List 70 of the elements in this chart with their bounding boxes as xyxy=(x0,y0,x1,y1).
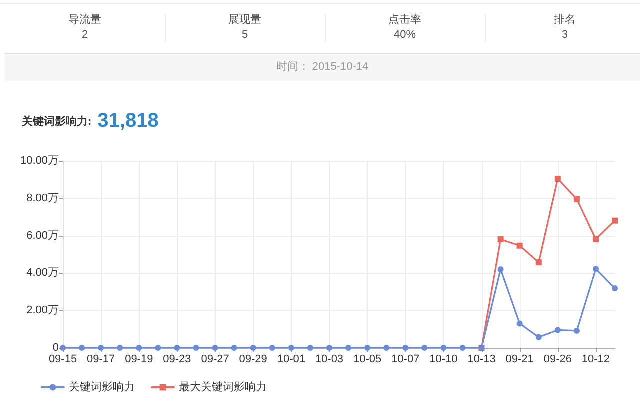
point xyxy=(346,345,352,351)
legend-label: 关键词影响力 xyxy=(69,380,135,394)
point xyxy=(516,320,523,327)
text: 5 xyxy=(240,28,250,42)
y-tick-label: 0 xyxy=(52,342,59,354)
point xyxy=(516,242,523,249)
point xyxy=(155,345,162,351)
x-tick-label: 10-01 xyxy=(277,354,306,366)
text: 导流量 xyxy=(68,12,102,28)
x-tick-label: 10-07 xyxy=(392,354,420,366)
point xyxy=(326,345,332,351)
point xyxy=(79,345,86,351)
point xyxy=(231,345,238,351)
point xyxy=(174,345,180,351)
x-tick-label: 09-15 xyxy=(48,354,78,366)
x-tick-label: 09-23 xyxy=(163,354,192,366)
point xyxy=(536,334,542,340)
point xyxy=(554,176,561,182)
point xyxy=(60,345,66,351)
point xyxy=(364,345,371,351)
point xyxy=(592,236,599,242)
x-tick-label: 10-13 xyxy=(468,354,496,366)
point xyxy=(574,328,580,334)
y-tick-label: 10.00万 xyxy=(20,155,59,167)
point xyxy=(498,236,504,243)
x-tick-label: 09-27 xyxy=(201,354,230,366)
point xyxy=(574,196,580,202)
y-tick-label: 4.00万 xyxy=(26,267,59,280)
point xyxy=(193,345,200,351)
point xyxy=(98,345,104,351)
text: 40% xyxy=(392,28,418,42)
text: 3 xyxy=(560,28,570,42)
point xyxy=(554,327,561,334)
text: 时间： 2015-10-14 xyxy=(5,53,640,81)
x-tick-label: 09-26 xyxy=(544,354,572,366)
point xyxy=(117,345,124,351)
point xyxy=(307,345,314,351)
point xyxy=(498,266,504,272)
x-tick-label: 09-17 xyxy=(87,354,116,366)
point xyxy=(592,266,599,272)
point xyxy=(250,345,256,351)
point xyxy=(440,345,447,351)
text: 2 xyxy=(80,28,90,42)
text: 点击率 xyxy=(388,12,422,28)
point xyxy=(136,345,142,351)
point xyxy=(536,260,542,266)
x-tick-label: 09-21 xyxy=(506,354,534,366)
x-tick-label: 09-29 xyxy=(239,354,268,366)
legend-label: 最大关键词影响力 xyxy=(179,380,267,394)
x-tick-label: 10-10 xyxy=(430,354,458,366)
y-tick-label: 2.00万 xyxy=(26,304,59,317)
point xyxy=(612,218,618,224)
text: 排名 xyxy=(553,13,577,28)
x-tick-label: 10-05 xyxy=(353,354,382,366)
x-tick-label: 10-12 xyxy=(582,354,610,366)
text: 展现量 xyxy=(228,13,262,28)
x-tick-label: 10-03 xyxy=(315,354,344,366)
chart-subtitle: 31,818 xyxy=(98,110,159,132)
chart-title: 关键词影响力: xyxy=(22,116,92,128)
y-tick-label: 8.00万 xyxy=(26,192,59,204)
point xyxy=(460,345,466,351)
point xyxy=(269,345,276,351)
point xyxy=(212,345,218,351)
point xyxy=(402,345,409,351)
point xyxy=(612,286,618,292)
point xyxy=(384,345,390,351)
x-tick-label: 09-19 xyxy=(125,354,154,366)
y-tick-label: 6.00万 xyxy=(26,230,59,242)
point xyxy=(288,345,294,351)
point xyxy=(422,345,428,351)
